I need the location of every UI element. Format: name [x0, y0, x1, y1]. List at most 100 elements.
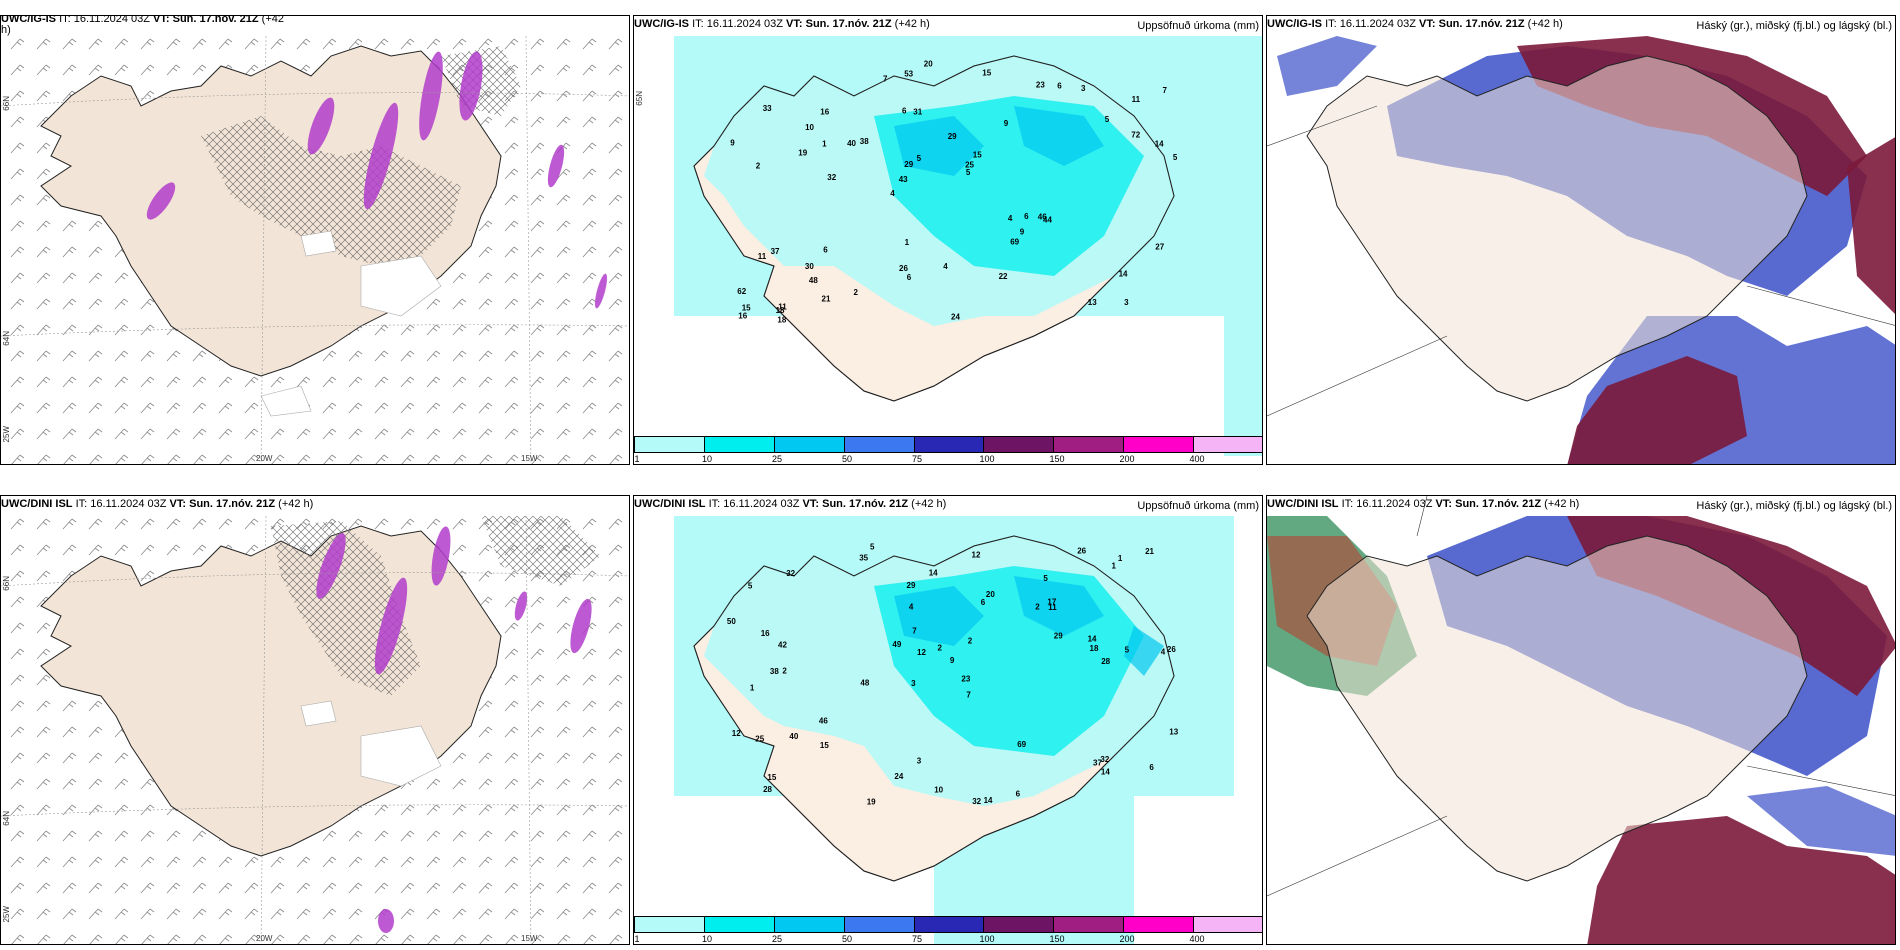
wind-barb [10, 376, 25, 388]
precip-value-label: 32 [786, 569, 795, 578]
wind-barb [556, 596, 571, 608]
wind-barb [140, 428, 155, 440]
wind-barb [452, 804, 467, 816]
wind-barb [244, 428, 259, 440]
precip-value-label: 69 [1010, 238, 1019, 247]
wind-barb [140, 804, 155, 816]
wind-barb [582, 142, 597, 154]
wind-barb [11, 454, 25, 464]
wind-barb [322, 350, 337, 362]
wind-barb [478, 544, 493, 556]
precip-value-label: 19 [798, 148, 807, 157]
wind-barb [62, 64, 77, 76]
wind-barb [374, 830, 389, 842]
map-clouds-ig [1267, 16, 1895, 464]
cb-cell-1 [704, 917, 775, 932]
cb-cell-7 [1124, 437, 1195, 452]
wind-barb [452, 830, 467, 842]
wind-barb [478, 570, 493, 582]
wind-barb [244, 908, 259, 920]
wind-barb [36, 726, 51, 738]
precip-value-label: 69 [1017, 740, 1026, 749]
wind-barb [88, 544, 103, 556]
wind-barb [10, 38, 25, 50]
wind-barb [10, 726, 25, 738]
wind-barb [556, 194, 571, 206]
wind-barb [166, 830, 181, 842]
wind-barb [478, 856, 493, 868]
precip-value-label: 29 [948, 132, 957, 141]
precip-values: 3211491162937386248311544335354724326291… [730, 60, 1178, 325]
wind-barb [582, 38, 597, 50]
lat-label-66n: 66N [2, 96, 11, 111]
wind-barb [608, 168, 623, 180]
cb-cell-0 [635, 437, 705, 452]
precip-value-label: 6 [907, 273, 912, 282]
precip-value-label: 35 [859, 554, 868, 563]
wind-barb [322, 908, 337, 920]
wind-barb [271, 454, 285, 464]
wind-barb [530, 168, 545, 180]
cb-label-0: 1 [634, 454, 640, 464]
iceland-land [1306, 55, 1808, 402]
wind-barb [192, 428, 207, 440]
wind-barb [453, 934, 467, 944]
wind-barb [36, 570, 51, 582]
wind-barb [166, 518, 181, 530]
wind-barb [348, 518, 363, 530]
precip-value-label: 14 [1101, 767, 1110, 776]
wind-barb [608, 64, 623, 76]
cb-cell-4 [914, 917, 985, 932]
wind-barb [530, 298, 545, 310]
wind-barb [582, 700, 597, 712]
wind-barb [582, 726, 597, 738]
precip-value-label: 38 [770, 667, 779, 676]
wind-barb [244, 882, 259, 894]
wind-barb [582, 376, 597, 388]
precip-value-label: 22 [999, 272, 1008, 281]
wind-barb [36, 428, 51, 440]
wind-barb [530, 194, 545, 206]
precip-value-label: 5 [917, 154, 922, 163]
wind-barb [478, 220, 493, 232]
wind-barb [10, 246, 25, 258]
wind-barb [166, 544, 181, 556]
wind-barb [88, 752, 103, 764]
wind-barb [10, 272, 25, 284]
wind-barb [36, 908, 51, 920]
precip-value-label: 25 [755, 735, 764, 744]
wind-barb [192, 856, 207, 868]
precip-value-label: 24 [951, 312, 960, 321]
wind-barb [530, 674, 545, 686]
wind-barb [556, 116, 571, 128]
precip-value-label: 32 [972, 797, 981, 806]
wind-barb [114, 376, 129, 388]
precip-value-label: 6 [902, 107, 907, 116]
wind-barb [62, 220, 77, 232]
cb-label-0: 1 [634, 934, 640, 944]
wind-barb [36, 64, 51, 76]
precip-value-label: 4 [890, 189, 895, 198]
cb-cell-5 [984, 437, 1055, 452]
wind-barb [504, 402, 519, 414]
wind-barb [88, 908, 103, 920]
precip-value-label: 23 [961, 674, 970, 683]
wind-barb [478, 402, 493, 414]
wind-barb [478, 804, 493, 816]
wind-barb [556, 778, 571, 790]
wind-barb [62, 246, 77, 258]
wind-barb [530, 90, 545, 102]
wind-barb [452, 428, 467, 440]
map-clouds-dini [1267, 496, 1895, 944]
wind-barb [10, 596, 25, 608]
cb-label-5: 100 [979, 934, 995, 944]
lon-label-25w: 25W [2, 426, 11, 443]
wind-barb [452, 544, 467, 556]
precip-value-label: 9 [730, 139, 735, 148]
wind-barb [478, 350, 493, 362]
wind-barb [88, 518, 103, 530]
wind-barb [426, 778, 441, 790]
wind-barb [88, 856, 103, 868]
panel-top-right: UWC/IG-IS IT: 16.11.2024 03Z VT: Sun. 17… [1266, 15, 1896, 465]
wind-barb [114, 38, 129, 50]
